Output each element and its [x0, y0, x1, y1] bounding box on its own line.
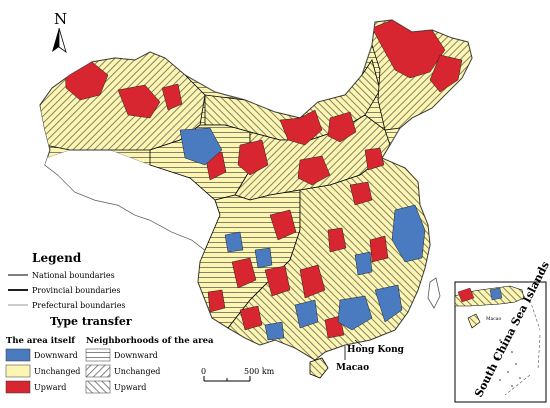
place-labels: Hong Kong Macao [336, 339, 405, 373]
neighborhoods-header: Neighborhoods of the area [86, 336, 214, 346]
scale-start-label: 0 [201, 367, 206, 376]
legend-area-downward: Downward [34, 351, 78, 360]
swatch-neighborhood-upward [85, 380, 111, 394]
upward-regions [64, 20, 463, 339]
legend-area-upward: Upward [34, 383, 66, 392]
china-map [39, 19, 473, 379]
legend-provincial-boundaries: Provincial boundaries [32, 286, 121, 295]
scale-end-label: 500 km [244, 367, 275, 376]
inset-downward-patch [489, 287, 503, 301]
inset-coast [454, 285, 525, 307]
type-transfer-title: Type transfer [50, 315, 132, 328]
inset-macao-label: Macao [486, 316, 501, 322]
swatch-neighborhood-unchanged [85, 364, 111, 378]
hong-kong-leader [354, 339, 363, 347]
area-itself-header: The area itself [6, 336, 76, 346]
legend-neighborhood-downward: Downward [114, 351, 158, 360]
downward-regions [179, 127, 426, 341]
north-arrow-left-icon [52, 28, 59, 52]
north-arrow: N [52, 10, 67, 53]
legend: Legend National boundaries Provincial bo… [5, 251, 214, 394]
swatch-area-upward [5, 380, 31, 394]
legend-neighborhood-upward: Upward [114, 383, 146, 392]
legend-national-boundaries: National boundaries [32, 271, 115, 280]
macao-label: Macao [336, 363, 369, 373]
hong-kong-label: Hong Kong [347, 345, 405, 355]
north-arrow-right-icon [58, 27, 67, 53]
legend-neighborhood-unchanged: Unchanged [114, 367, 160, 376]
north-label: N [54, 10, 67, 28]
inset-upward-patch [457, 287, 475, 303]
swatch-neighborhood-downward [85, 348, 111, 362]
legend-area-unchanged: Unchanged [34, 367, 80, 376]
hainan-island [309, 357, 329, 379]
legend-title: Legend [32, 251, 82, 265]
inset-hainan [467, 313, 481, 329]
swatch-area-unchanged [5, 364, 31, 378]
legend-prefectural-boundaries: Prefectural boundaries [32, 301, 126, 310]
scale-bar: 0 500 km [201, 367, 275, 382]
swatch-area-downward [5, 348, 31, 362]
inset-islands [497, 339, 521, 387]
taiwan-island [427, 277, 441, 309]
inset-map: Macao South China Sea Islands [454, 259, 550, 403]
